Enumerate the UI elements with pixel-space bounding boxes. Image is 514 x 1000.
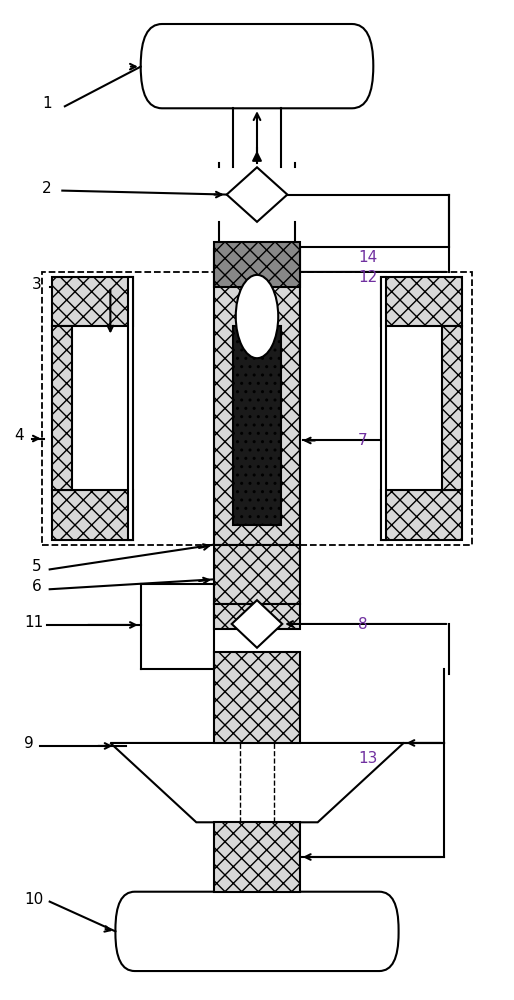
Polygon shape (442, 326, 462, 490)
Text: 5: 5 (32, 559, 42, 574)
Polygon shape (381, 490, 462, 540)
Bar (214, 272, 300, 545)
Text: 12: 12 (358, 270, 377, 285)
Circle shape (236, 275, 278, 358)
Polygon shape (52, 277, 133, 326)
Polygon shape (381, 277, 386, 540)
Bar (214, 545, 300, 604)
Bar (42, 272, 472, 545)
Polygon shape (111, 743, 403, 822)
Text: 7: 7 (358, 433, 368, 448)
FancyBboxPatch shape (141, 24, 373, 108)
Polygon shape (227, 167, 287, 222)
Text: 11: 11 (24, 615, 44, 630)
Text: 2: 2 (42, 181, 52, 196)
Bar (214, 604, 300, 629)
Bar (214, 242, 300, 287)
Bar (233, 326, 281, 525)
Text: 3: 3 (32, 277, 42, 292)
Bar (214, 822, 300, 892)
Bar (214, 652, 300, 743)
Polygon shape (52, 490, 133, 540)
Text: 9: 9 (24, 736, 34, 751)
Bar (214, 249, 300, 272)
Text: 1: 1 (42, 96, 52, 111)
Text: 4: 4 (14, 428, 24, 443)
Text: 6: 6 (32, 579, 42, 594)
Text: 13: 13 (358, 751, 377, 766)
Text: 10: 10 (24, 892, 44, 907)
Text: 14: 14 (358, 250, 377, 265)
Text: 8: 8 (358, 617, 368, 632)
Polygon shape (381, 277, 462, 326)
Polygon shape (232, 600, 282, 648)
Polygon shape (52, 326, 72, 490)
FancyBboxPatch shape (116, 892, 398, 971)
Polygon shape (128, 277, 133, 540)
